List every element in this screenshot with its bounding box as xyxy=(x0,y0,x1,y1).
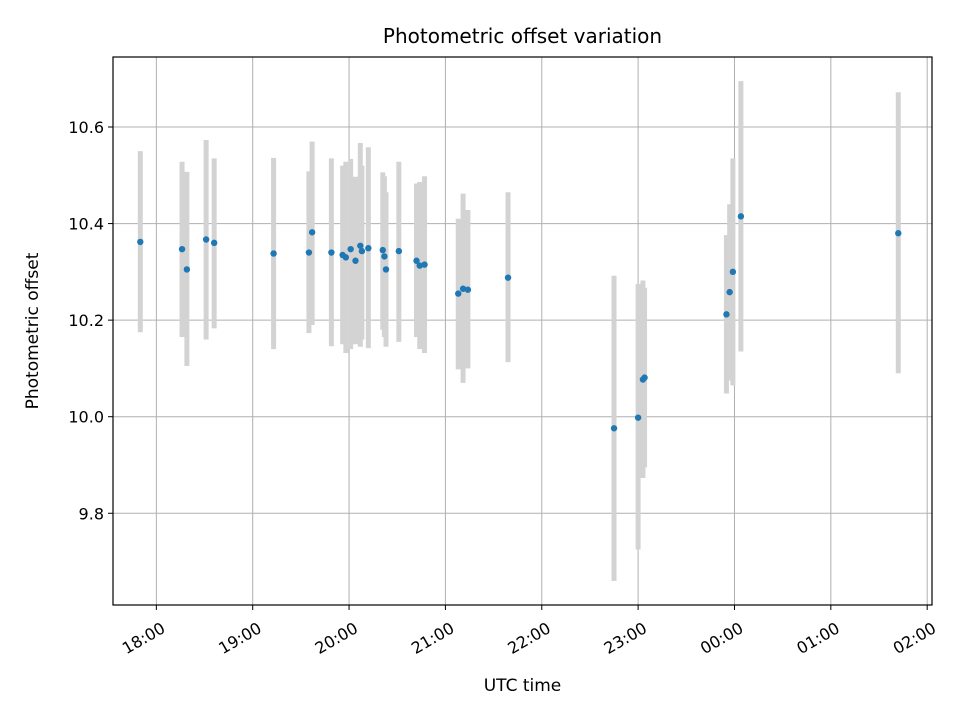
data-point xyxy=(416,262,423,269)
data-point xyxy=(413,257,420,264)
data-point xyxy=(379,246,386,254)
data-point xyxy=(305,249,313,256)
data-point xyxy=(726,288,733,296)
data-point xyxy=(358,247,366,255)
data-point xyxy=(347,245,354,253)
data-point xyxy=(395,247,403,255)
data-point xyxy=(382,266,390,273)
data-point xyxy=(183,266,191,273)
chart-title: Photometric offset variation xyxy=(383,24,662,48)
data-point xyxy=(634,414,642,421)
y-tick-label: 10.2 xyxy=(68,311,104,330)
data-point xyxy=(459,285,467,292)
x-axis-title: UTC time xyxy=(484,676,562,696)
y-tick-label: 10.6 xyxy=(68,118,104,137)
data-point xyxy=(352,257,359,264)
data-point xyxy=(202,236,210,243)
data-point xyxy=(895,230,902,237)
y-tick-label: 10.4 xyxy=(68,215,104,234)
data-point xyxy=(729,268,737,276)
y-tick-label: 9.8 xyxy=(79,504,104,523)
data-point xyxy=(342,254,350,261)
data-point xyxy=(723,311,730,318)
data-point xyxy=(381,253,388,260)
data-point xyxy=(455,290,462,297)
data-point xyxy=(421,261,428,268)
data-point xyxy=(308,229,316,236)
data-point xyxy=(178,245,186,253)
data-point xyxy=(365,244,372,252)
data-points xyxy=(137,213,902,432)
data-point xyxy=(210,239,218,247)
data-point xyxy=(737,213,745,220)
data-point xyxy=(137,238,144,246)
data-point xyxy=(641,374,648,381)
y-tick-label: 10.0 xyxy=(68,408,104,427)
data-point xyxy=(328,249,335,256)
y-axis-title: Photometric offset xyxy=(23,252,43,409)
plot-frame xyxy=(112,56,933,606)
data-point xyxy=(357,242,364,249)
data-point xyxy=(610,425,618,432)
data-point xyxy=(504,274,512,281)
data-point xyxy=(464,286,472,293)
data-point xyxy=(270,250,277,257)
